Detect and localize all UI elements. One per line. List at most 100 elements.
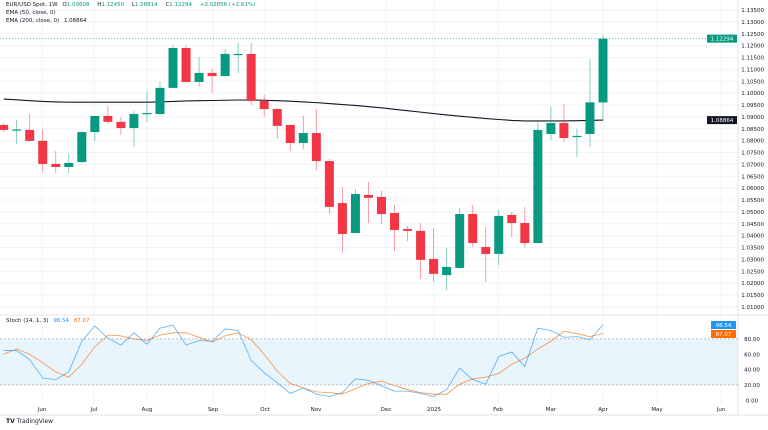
open-value: 1.09608 — [66, 2, 90, 8]
candle-up — [194, 72, 204, 82]
price-axis-tick: 1.10500 — [741, 79, 764, 85]
price-axis-tick: 1.03500 — [741, 246, 764, 252]
candle-down — [285, 124, 295, 143]
candle-up — [129, 114, 139, 129]
price-axis-tick: 1.04000 — [741, 234, 764, 240]
stoch-axis-tick: 40.00 — [744, 368, 760, 374]
candle-up — [77, 132, 87, 162]
ema200-badge — [707, 116, 737, 125]
time-axis-tick: Feb — [493, 407, 503, 413]
price-axis-tick: 1.06500 — [741, 174, 764, 180]
time-axis-tick: Jun — [716, 407, 726, 413]
candle-down — [337, 203, 347, 234]
stoch-legend[interactable]: Stoch (14, 1, 3) 98.54 87.07 — [6, 318, 93, 325]
candle-up — [585, 102, 595, 134]
ema200-badge-text: 1.08864 — [711, 118, 734, 124]
candle-down — [559, 123, 569, 139]
price-axis-tick: 1.12500 — [741, 32, 764, 38]
time-axis-tick: May — [651, 407, 663, 413]
candle-down — [207, 72, 217, 77]
candle-down — [38, 140, 48, 164]
price-axis-tick: 1.11500 — [741, 56, 764, 62]
candle-down — [103, 115, 113, 122]
candle-down — [0, 124, 9, 130]
time-axis-tick: 2025 — [427, 407, 441, 413]
candle-down — [507, 214, 517, 224]
time-axis-tick: Nov — [311, 407, 322, 413]
stoch-d-value: 87.07 — [73, 318, 90, 324]
candle-up — [455, 214, 465, 268]
tradingview-logo-text: TradingView — [16, 418, 54, 425]
candle-up — [155, 87, 165, 115]
candle-up — [142, 113, 152, 115]
close-value: 1.12294 — [169, 2, 193, 8]
price-axis-tick: 1.13000 — [741, 20, 764, 26]
candle-up — [90, 115, 100, 133]
price-axis-tick: 1.11000 — [741, 67, 764, 73]
candle-up — [598, 38, 608, 103]
stoch-k-line — [3, 324, 604, 397]
price-axis-tick: 1.05500 — [741, 198, 764, 204]
candle-up — [533, 129, 543, 243]
price-axis-tick: 1.01500 — [741, 293, 764, 299]
candle-down — [363, 195, 373, 198]
stoch-axis-tick: 80.00 — [744, 337, 760, 343]
price-axis-tick: 1.07500 — [741, 151, 764, 157]
time-axis-tick: Mar — [546, 407, 557, 413]
candle-up — [572, 135, 582, 138]
time-axis-tick: Jul — [90, 407, 98, 413]
candle-down — [25, 129, 35, 141]
stoch-k-value: 98.54 — [53, 318, 70, 324]
stoch-d-badge-text: 87.07 — [716, 332, 732, 338]
last-price-badge — [707, 34, 737, 43]
candle-up — [168, 48, 178, 88]
ema50-label: EMA (50, close, 0) — [6, 10, 56, 16]
candle-up — [546, 123, 556, 134]
stoch-k-badge — [711, 321, 736, 329]
ema50-legend[interactable]: EMA (50, close, 0) — [6, 10, 59, 17]
candle-down — [324, 161, 334, 207]
candle-up — [298, 133, 308, 143]
candle-down — [116, 121, 126, 129]
candle-up — [442, 266, 452, 276]
price-axis-tick: 1.13500 — [741, 8, 764, 14]
high-value: 1.12450 — [101, 2, 125, 8]
price-axis-tick: 1.08500 — [741, 127, 764, 133]
candle-up — [233, 53, 243, 56]
stoch-axis-tick: 0.00 — [746, 398, 759, 404]
price-axis-tick: 1.09000 — [741, 115, 764, 121]
candle-down — [51, 163, 61, 167]
stoch-band-fill — [0, 338, 738, 385]
ema200-label: EMA (200, close, 0) — [6, 18, 60, 24]
candle-down — [481, 247, 491, 254]
candle-down — [272, 109, 282, 126]
symbol-title[interactable]: EUR/USD Spot, 1W — [6, 2, 58, 8]
candle-down — [520, 223, 530, 243]
price-axis-tick: 1.02000 — [741, 281, 764, 287]
stoch-k-badge-text: 98.54 — [716, 323, 732, 329]
tradingview-logo[interactable]: TV TradingView — [6, 418, 53, 425]
last-price-badge-text: 1.12294 — [711, 37, 734, 43]
candle-down — [468, 214, 478, 243]
price-axis-tick: 1.10000 — [741, 91, 764, 97]
change-value: +0.02856 (+2.61%) — [199, 2, 256, 8]
candle-up — [64, 162, 74, 167]
price-axis-tick: 1.07000 — [741, 162, 764, 168]
ema200-legend[interactable]: EMA (200, close, 0) 1.08864 — [6, 18, 90, 25]
time-axis-tick: Oct — [260, 407, 270, 413]
candle-down — [311, 133, 321, 162]
price-axis-tick: 1.04500 — [741, 222, 764, 228]
time-axis-tick: Sep — [208, 407, 219, 413]
ema200-line — [3, 98, 604, 122]
price-axis-tick: 1.06000 — [741, 186, 764, 192]
candle-down — [429, 258, 439, 274]
stoch-axis-tick: 60.00 — [744, 352, 760, 358]
stoch-label: Stoch (14, 1, 3) — [6, 318, 49, 324]
price-axis-tick: 1.01000 — [741, 305, 764, 311]
price-axis-tick: 1.08000 — [741, 139, 764, 145]
tradingview-logo-icon: TV — [6, 418, 15, 425]
time-axis-tick: Jun — [37, 407, 47, 413]
symbol-legend: EUR/USD Spot, 1W O1.09608 H1.12450 L1.08… — [6, 2, 258, 9]
candle-up — [12, 129, 22, 131]
